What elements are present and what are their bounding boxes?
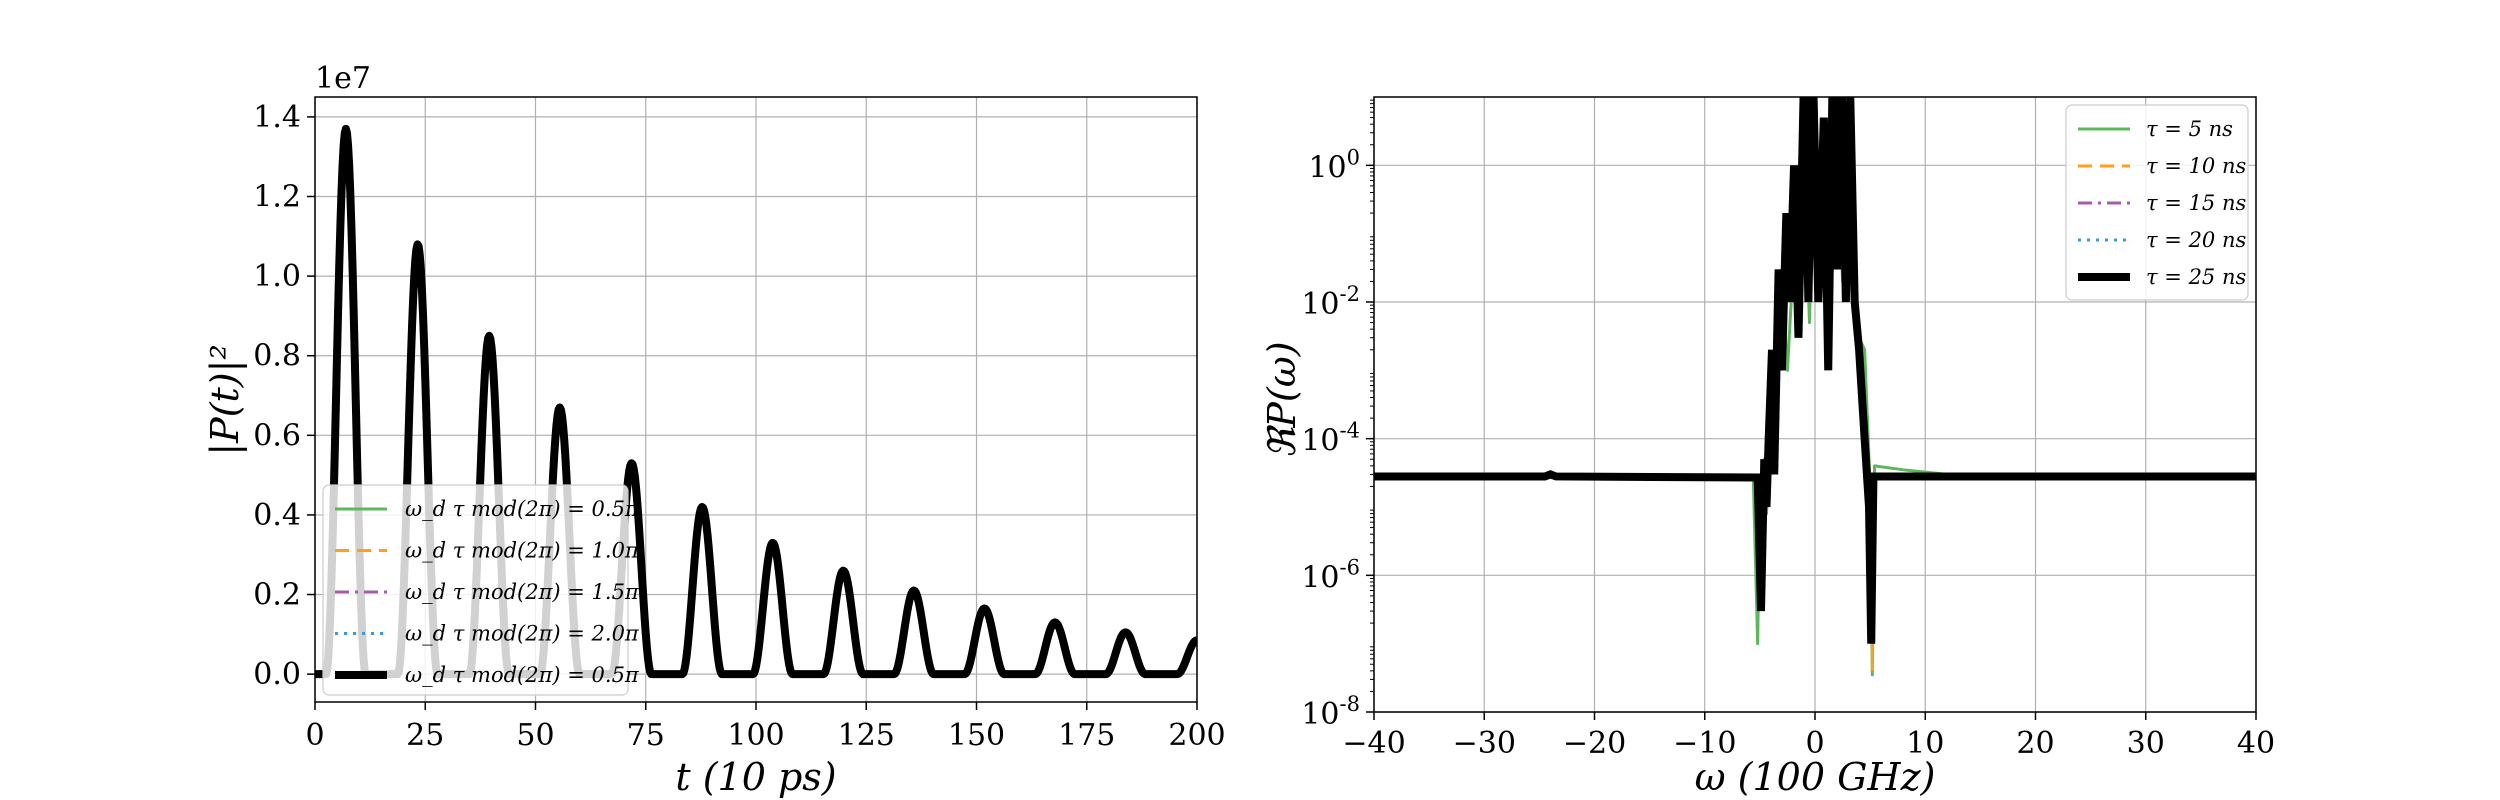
left-y-offset-text: 1e7 [315,61,371,96]
right-legend-box [2065,104,2249,301]
right-ticks: −40 −30 −20 −10 0 10 20 30 40 10-8 10-6 10-4 10-2 100 [1301,99,2275,761]
left-x-tick-label: 50 [516,718,554,753]
left-y-tick-label: 0.0 [253,657,301,692]
right-x-tick-label: −20 [1563,726,1626,761]
right-x-tick-label: 10 [1906,726,1944,761]
left-legend-label: ω_d τ mod(2π) = 0.5π [405,497,640,521]
right-x-tick-label: −10 [1673,726,1736,761]
right-y-tick-label: 10-2 [1301,282,1360,322]
right-legend-label: τ = 20 ns [2146,228,2246,252]
left-legend-label: ω_d τ mod(2π) = 2.0π [405,622,640,646]
right-legend-label: τ = 25 ns [2146,265,2246,289]
right-y-tick-label: 10-8 [1301,692,1360,732]
right-series-line-5 [1374,97,2256,644]
right-legend-label: τ = 15 ns [2146,191,2246,215]
left-x-tick-label: 75 [627,718,665,753]
left-y-axis-label: |P(t)|² [203,344,247,455]
left-x-tick-label: 0 [305,718,324,753]
right-x-tick-label: 0 [1805,726,1824,761]
left-y-tick-label: 0.8 [253,339,301,374]
left-x-tick-label: 150 [948,718,1005,753]
left-legend-box [322,484,629,696]
right-legend: τ = 5 ns τ = 10 ns τ = 15 ns τ = 20 ns τ = 2… [2065,104,2249,301]
left-legend: ω_d τ mod(2π) = 0.5π ω_d τ mod(2π) = 1.0π… [322,484,640,696]
right-chart-panel: −40 −30 −20 −10 0 10 20 30 40 10-8 10-6 10-4 10-2 100… [1260,96,2275,799]
left-x-tick-label: 100 [727,718,784,753]
right-x-tick-label: 30 [2127,726,2165,761]
right-y-axis-label: ℜP(ω) [1260,341,1304,458]
right-y-tick-label: 10-4 [1301,419,1360,459]
left-chart-panel: 0 25 50 75 100 125 150 175 200 0.0 0.2 0.4 0.6 0.8 1.0… [203,61,1226,799]
left-y-tick-label: 1.0 [253,259,301,294]
right-series-group [1374,97,2256,677]
right-x-tick-label: −30 [1453,726,1516,761]
left-x-axis-label: t (10 ps) [675,755,836,799]
left-y-tick-label: 0.2 [253,578,301,613]
left-y-tick-label: 0.4 [253,498,301,533]
right-y-tick-label: 100 [1308,145,1360,185]
left-y-tick-label: 1.4 [253,100,301,135]
left-legend-label: ω_d τ mod(2π) = 1.5π [405,580,640,604]
right-x-axis-label: ω (100 GHz) [1695,755,1936,799]
left-x-tick-label: 125 [838,718,895,753]
right-y-tick-label: 10-6 [1301,555,1360,595]
left-legend-label: ω_d τ mod(2π) = 1.0π [405,539,640,563]
right-legend-label: τ = 10 ns [2146,154,2246,178]
right-legend-label: τ = 5 ns [2146,117,2233,141]
left-y-tick-label: 1.2 [253,180,301,215]
left-ticks: 0 25 50 75 100 125 150 175 200 0.0 0.2 0.4 0.6 0.8 1.0… [253,100,1225,753]
left-x-tick-label: 200 [1168,718,1225,753]
left-legend-label: ω_d τ mod(2π) = 0.5π [405,663,640,687]
left-x-tick-label: 25 [406,718,444,753]
right-x-tick-label: −40 [1342,726,1405,761]
right-x-tick-label: 40 [2237,726,2275,761]
right-x-tick-label: 20 [2016,726,2054,761]
left-y-tick-label: 0.6 [253,418,301,453]
left-x-tick-label: 175 [1058,718,1115,753]
